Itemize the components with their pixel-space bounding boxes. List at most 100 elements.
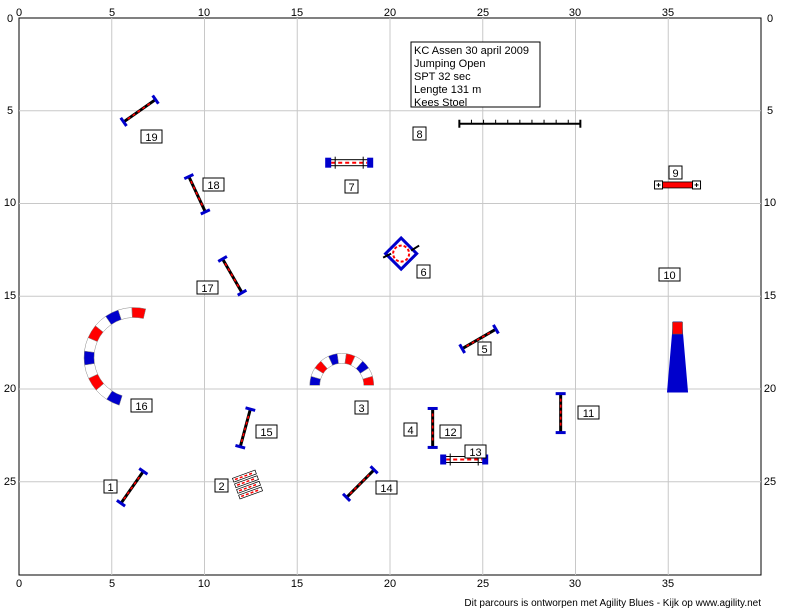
jump-wing bbox=[217, 255, 228, 263]
jump-wing bbox=[245, 406, 256, 412]
svg-text:18: 18 bbox=[207, 180, 219, 192]
svg-text:13: 13 bbox=[469, 447, 481, 459]
jump-bar-stripes bbox=[466, 330, 492, 347]
jump-obstacle-11 bbox=[555, 392, 566, 435]
x-tick-top: 20 bbox=[384, 7, 396, 19]
number-label-8: 8 bbox=[412, 126, 427, 141]
x-tick-top: 10 bbox=[198, 7, 210, 19]
jump-wing bbox=[492, 324, 500, 335]
tunnel-obstacle-16 bbox=[83, 307, 147, 406]
long-jump-stripe bbox=[238, 483, 259, 492]
svg-text:9: 9 bbox=[672, 168, 678, 180]
long-jump-board bbox=[232, 469, 257, 483]
jump-bar-stripes bbox=[190, 180, 204, 208]
info-line-event: KC Assen 30 april 2009 bbox=[414, 45, 529, 57]
number-label-19: 19 bbox=[140, 129, 163, 144]
svg-text:7: 7 bbox=[348, 182, 354, 194]
jump-bar-stripes bbox=[127, 101, 152, 120]
jump-wing bbox=[116, 499, 126, 508]
svg-text:19: 19 bbox=[145, 132, 157, 144]
number-label-14: 14 bbox=[375, 480, 398, 495]
jump-wing bbox=[119, 116, 128, 127]
wall-pillar bbox=[325, 157, 332, 168]
seesaw-contact-zone bbox=[672, 321, 683, 335]
number-label-15: 15 bbox=[255, 424, 278, 439]
number-label-3: 3 bbox=[354, 400, 369, 415]
y-axis-left: 0 5 10 15 20 25 bbox=[4, 13, 16, 488]
x-tick-top: 35 bbox=[662, 7, 674, 19]
y-tick-right: 5 bbox=[767, 105, 773, 117]
tunnel-obstacle-3 bbox=[309, 353, 375, 386]
jump-wing bbox=[458, 343, 466, 354]
obstacles-layer bbox=[83, 94, 702, 508]
jump-obstacle-19 bbox=[119, 94, 160, 127]
number-label-7: 7 bbox=[344, 179, 359, 194]
y-tick-right: 15 bbox=[764, 290, 776, 302]
x-tick-bottom: 20 bbox=[384, 578, 396, 590]
number-labels: 1 2 3 4 5 6 7 8 9 10 11 12 13 14 15 16 1… bbox=[103, 126, 683, 495]
tire-ring bbox=[392, 244, 411, 263]
svg-text:6: 6 bbox=[420, 267, 426, 279]
jump-obstacle-17 bbox=[217, 255, 248, 297]
jump-bar-stripes bbox=[349, 472, 372, 495]
jump-obstacle-12 bbox=[427, 406, 438, 449]
y-tick-left: 15 bbox=[4, 290, 16, 302]
svg-text:3: 3 bbox=[358, 403, 364, 415]
jump-bar-stripes bbox=[123, 474, 142, 500]
svg-text:2: 2 bbox=[218, 481, 224, 493]
jump-wing bbox=[138, 467, 149, 476]
number-label-16: 16 bbox=[130, 398, 153, 413]
footer-credit: Dit parcours is ontworpen met Agility Bl… bbox=[464, 598, 761, 609]
x-tick-bottom: 10 bbox=[198, 578, 210, 590]
x-tick-top: 0 bbox=[16, 7, 22, 19]
jump-obstacle-15 bbox=[235, 406, 256, 450]
x-tick-top: 15 bbox=[291, 7, 303, 19]
number-label-5: 5 bbox=[477, 341, 492, 356]
y-tick-right: 0 bbox=[767, 13, 773, 25]
svg-text:17: 17 bbox=[201, 283, 213, 295]
wall-obstacle-7 bbox=[325, 156, 374, 169]
x-tick-bottom: 5 bbox=[109, 578, 115, 590]
long-jump-obstacle-2 bbox=[232, 469, 263, 500]
x-tick-bottom: 30 bbox=[569, 578, 581, 590]
x-tick-bottom: 0 bbox=[16, 578, 22, 590]
svg-text:12: 12 bbox=[444, 427, 456, 439]
number-label-13: 13 bbox=[464, 444, 487, 459]
jump-wing bbox=[235, 444, 246, 450]
y-tick-right: 20 bbox=[764, 383, 776, 395]
jump-wing bbox=[183, 173, 195, 181]
table-obstacle-9 bbox=[654, 180, 702, 190]
jump-wing bbox=[236, 288, 248, 297]
course-info-box: KC Assen 30 april 2009 Jumping Open SPT … bbox=[410, 41, 541, 109]
info-line-spt: SPT 32 sec bbox=[414, 71, 471, 83]
svg-text:10: 10 bbox=[663, 270, 675, 282]
y-tick-left: 0 bbox=[7, 13, 13, 25]
tunnel-segment bbox=[83, 350, 95, 366]
seesaw-obstacle-10 bbox=[666, 321, 689, 393]
x-tick-top: 5 bbox=[109, 7, 115, 19]
number-label-9: 9 bbox=[668, 165, 683, 180]
number-label-10: 10 bbox=[658, 267, 681, 282]
tire-stand bbox=[410, 244, 420, 252]
svg-text:4: 4 bbox=[407, 425, 413, 437]
jump-obstacle-1 bbox=[116, 467, 149, 508]
number-label-6: 6 bbox=[416, 264, 431, 279]
jump-wing bbox=[369, 465, 379, 475]
info-line-judge: Kees Stoel bbox=[414, 97, 467, 109]
x-axis-top: 0 5 10 15 20 25 30 35 bbox=[16, 7, 674, 19]
x-tick-top: 30 bbox=[569, 7, 581, 19]
svg-text:16: 16 bbox=[135, 401, 147, 413]
number-label-2: 2 bbox=[214, 478, 229, 493]
jump-obstacle-18 bbox=[183, 173, 211, 216]
number-label-18: 18 bbox=[202, 177, 225, 192]
jump-bar-stripes bbox=[240, 413, 250, 443]
x-tick-bottom: 35 bbox=[662, 578, 674, 590]
wall-pillar bbox=[482, 454, 489, 465]
y-tick-left: 5 bbox=[7, 105, 13, 117]
x-tick-bottom: 15 bbox=[291, 578, 303, 590]
info-line-length: Lengte 131 m bbox=[414, 84, 481, 96]
y-tick-left: 25 bbox=[4, 476, 16, 488]
dogwalk-obstacle-8 bbox=[458, 119, 582, 128]
